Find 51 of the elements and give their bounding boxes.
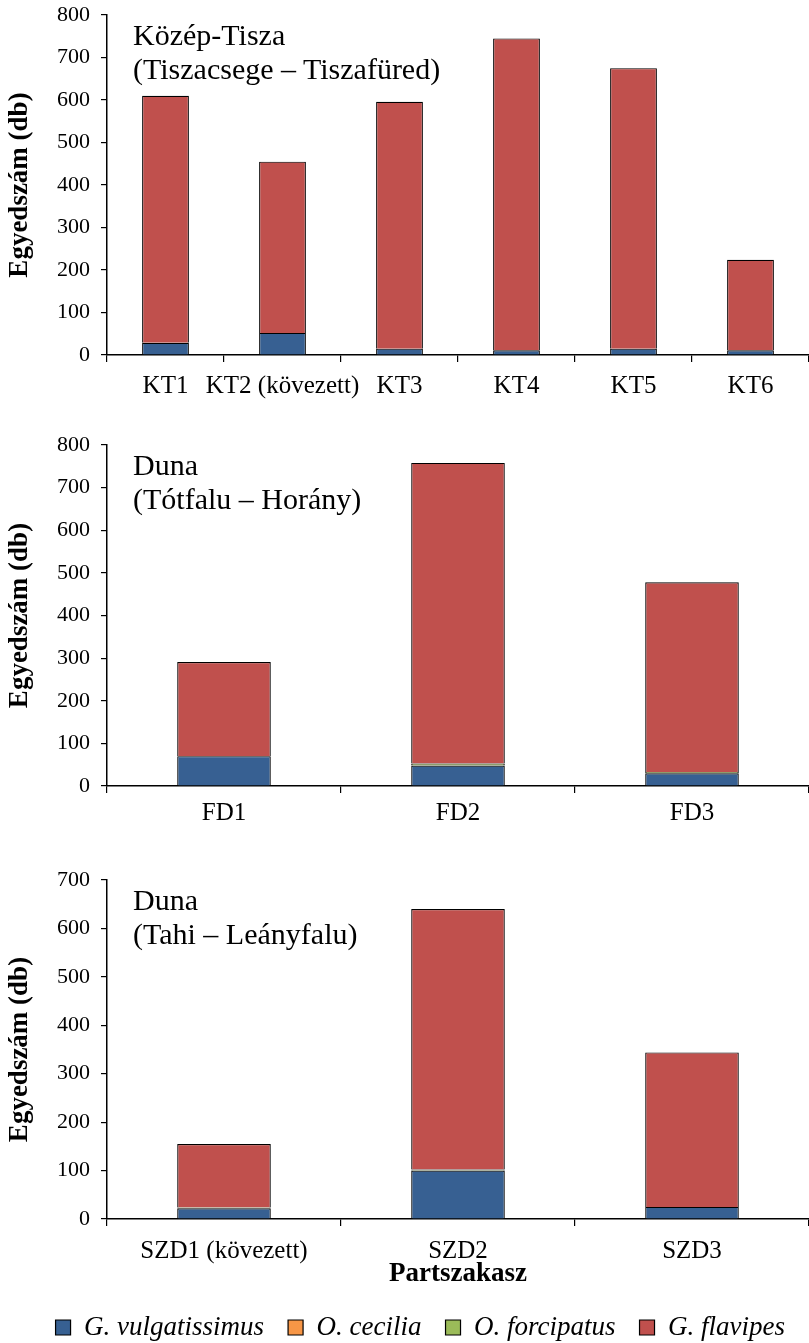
y-tick-label: 700 <box>57 473 90 499</box>
y-tick-label: 800 <box>57 0 90 26</box>
legend-label: O. forcipatus <box>474 1310 616 1341</box>
y-tick-label: 600 <box>57 516 90 542</box>
x-tick-label: SZD1 (kövezett) <box>140 1235 308 1264</box>
y-tick-label: 400 <box>57 1011 90 1037</box>
legend-label: O. cecilia <box>316 1310 422 1341</box>
y-tick-label: 700 <box>57 865 90 891</box>
y-tick-label: 100 <box>57 729 90 755</box>
y-tick-label: 200 <box>57 686 90 712</box>
y-tick-label: 500 <box>57 962 90 988</box>
text: (Tahi – Leányfalu) <box>133 916 358 951</box>
text: (Tiszacsege – Tiszafüred) <box>133 51 441 86</box>
y-tick-label: 400 <box>57 170 90 196</box>
y-tick-label: 0 <box>79 340 90 366</box>
x-tick-label: KT3 <box>376 370 423 398</box>
x-tick-label: KT6 <box>727 370 774 398</box>
y-axis-title: Egyedszám (db) <box>3 522 34 709</box>
chart-title: Duna <box>133 882 198 916</box>
x-tick-label: KT4 <box>493 370 540 398</box>
x-tick-label: FD1 <box>201 797 247 825</box>
y-tick-label: 700 <box>57 43 90 69</box>
y-tick-label: 500 <box>57 558 90 584</box>
x-tick-label: FD2 <box>435 797 481 825</box>
y-tick-label: 200 <box>57 1107 90 1133</box>
chart-title: Közép-Tisza <box>133 17 286 51</box>
text: (Tótfalu – Horány) <box>133 481 362 516</box>
x-tick-label: KT5 <box>610 370 657 398</box>
y-tick-label: 100 <box>57 298 90 324</box>
y-tick-label: 600 <box>57 85 90 111</box>
legend-label: G. vulgatissimus <box>84 1310 265 1341</box>
x-tick-label: SZD3 <box>662 1235 722 1263</box>
y-tick-label: 600 <box>57 914 90 940</box>
chart-title: Duna <box>133 447 198 481</box>
y-axis-title: Egyedszám (db) <box>3 956 34 1143</box>
y-tick-label: 0 <box>79 771 90 797</box>
x-tick-label: KT2 (kövezett) <box>205 370 360 399</box>
y-axis-title: Egyedszám (db) <box>3 92 34 278</box>
y-tick-label: 300 <box>57 213 90 239</box>
y-tick-label: 300 <box>57 643 90 669</box>
y-tick-label: 400 <box>57 601 90 627</box>
legend-label: G. flavipes <box>668 1310 786 1341</box>
y-tick-label: 0 <box>79 1204 90 1230</box>
y-tick-label: 300 <box>57 1059 90 1085</box>
y-tick-label: 800 <box>57 430 90 456</box>
x-tick-label: KT1 <box>142 370 189 398</box>
y-tick-label: 200 <box>57 255 90 281</box>
x-tick-label: SZD2 <box>428 1235 488 1263</box>
y-tick-label: 100 <box>57 1156 90 1182</box>
y-tick-label: 500 <box>57 128 90 154</box>
x-tick-label: FD3 <box>669 797 715 825</box>
